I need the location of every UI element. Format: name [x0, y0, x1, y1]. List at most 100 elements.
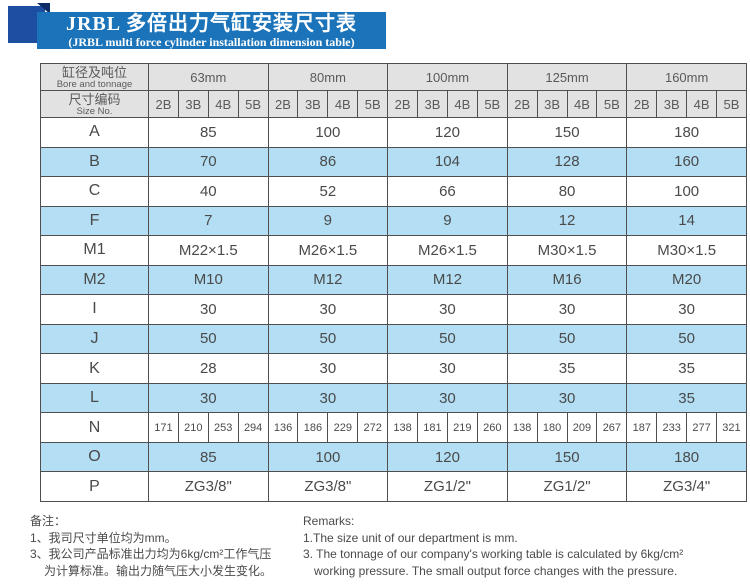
- table-cell: 30: [387, 353, 508, 384]
- table-cell: 30: [506, 382, 628, 414]
- table-cell: M12: [267, 264, 389, 296]
- table-row-I: I 30 30 30 30 30: [40, 294, 747, 325]
- table-row-M2: M2 M10 M12 M12 M16 M20: [40, 264, 747, 296]
- table-cell: 9: [267, 205, 389, 237]
- code-header: 4B: [566, 90, 598, 118]
- page-subtitle: (JRBL multi force cylinder installation …: [68, 35, 355, 49]
- corner-size-no-en: Size No.: [76, 105, 113, 117]
- row-label-B: B: [40, 146, 149, 178]
- remarks-zh-line3: 为计算标准。输出力随气压大小发生变化。: [44, 563, 273, 578]
- size-header: 80mm: [267, 63, 389, 91]
- table-row-B: B 70 86 104 128 160: [40, 146, 747, 178]
- header-row-codes: 尺寸编码 Size No. 2B 3B 4B 5B 2B 3B 4B 5B 2B 3B 4B 5B 2B 3B…: [40, 90, 747, 118]
- table-cell: 100: [267, 441, 389, 473]
- size-header: 63mm: [148, 63, 269, 91]
- table-cell: 120: [387, 441, 508, 473]
- table-cell: 80: [506, 176, 628, 207]
- table-cell: ZG1/2": [387, 471, 508, 502]
- table-cell: M12: [387, 264, 508, 296]
- code-header: 4B: [686, 90, 718, 118]
- remarks-en-line1: 1.The size unit of our department is mm.: [303, 530, 518, 545]
- table-row-M1: M1 M22×1.5 M26×1.5 M26×1.5 M30×1.5 M30×1.5: [40, 235, 747, 266]
- table-cell: 40: [148, 176, 269, 207]
- code-header: 5B: [476, 90, 508, 118]
- table-cell: ZG3/8": [148, 471, 269, 502]
- table-cell: 210: [177, 412, 209, 443]
- row-label-K: K: [40, 353, 149, 384]
- table-cell: 30: [148, 382, 269, 414]
- table-cell: 35: [626, 382, 747, 414]
- table-cell: 186: [297, 412, 329, 443]
- table-cell: 30: [267, 353, 389, 384]
- size-header: 125mm: [506, 63, 628, 91]
- table-cell: 138: [506, 412, 538, 443]
- remarks-en: Remarks: 1.The size unit of our departme…: [303, 513, 683, 579]
- code-header: 4B: [327, 90, 359, 118]
- table-cell: 52: [267, 176, 389, 207]
- table-cell: 66: [387, 176, 508, 207]
- table-cell: M26×1.5: [267, 235, 389, 266]
- code-header: 3B: [536, 90, 568, 118]
- table-cell: 136: [267, 412, 299, 443]
- table-cell: 30: [387, 382, 508, 414]
- table-cell: 30: [148, 294, 269, 325]
- table-row-N: N 171 210 253 294 136 186 229 272 138 181 219 260 138…: [40, 412, 747, 443]
- dimension-table: 缸径及吨位 Bore and tonnage 63mm 80mm 100mm 125mm 1…: [40, 63, 747, 502]
- code-header: 2B: [387, 90, 419, 118]
- row-label-P: P: [40, 471, 149, 502]
- code-header: 2B: [267, 90, 299, 118]
- code-header: 4B: [446, 90, 478, 118]
- page-title: JRBL 多倍出力气缸安装尺寸表: [65, 13, 358, 35]
- remarks-en-line3: working pressure. The small output force…: [314, 563, 678, 578]
- code-header: 3B: [417, 90, 448, 118]
- table-cell: 85: [148, 117, 269, 148]
- table-cell: 160: [626, 146, 747, 178]
- table-cell: 180: [536, 412, 568, 443]
- remarks-en-heading: Remarks:: [303, 514, 355, 528]
- table-cell: 128: [506, 146, 628, 178]
- table-cell: 86: [267, 146, 389, 178]
- table-cell: ZG3/8": [267, 471, 389, 502]
- remarks-en-line2: 3. The tonnage of our company's working …: [303, 547, 684, 561]
- table-cell: 7: [148, 205, 269, 237]
- table-cell: 12: [506, 205, 628, 237]
- corner-bore-tonnage: 缸径及吨位 Bore and tonnage: [40, 63, 149, 91]
- table-cell: 50: [267, 323, 389, 355]
- code-header: 2B: [148, 90, 179, 118]
- table-cell: 294: [237, 412, 269, 443]
- table-cell: 150: [506, 117, 628, 148]
- table-cell: 30: [387, 294, 508, 325]
- corner-bore-tonnage-zh: 缸径及吨位: [61, 64, 127, 80]
- row-label-I: I: [40, 294, 149, 325]
- table-cell: 180: [626, 441, 747, 473]
- title-banner: JRBL 多倍出力气缸安装尺寸表 (JRBL multi force cylin…: [37, 12, 386, 49]
- corner-size-no: 尺寸编码 Size No.: [40, 90, 149, 118]
- table-cell: 30: [506, 294, 628, 325]
- table-cell: 14: [626, 205, 747, 237]
- table-cell: 180: [626, 117, 747, 148]
- remarks-zh-line2: 3、我公司产品标准出力均为6kg/cm²工作气压: [30, 547, 272, 561]
- table-row-K: K 28 30 30 35 35: [40, 353, 747, 384]
- table-cell: 120: [387, 117, 508, 148]
- table-cell: M20: [626, 264, 747, 296]
- table-cell: 30: [626, 294, 747, 325]
- table-row-C: C 40 52 66 80 100: [40, 176, 747, 207]
- code-header: 5B: [596, 90, 628, 118]
- code-header: 5B: [357, 90, 389, 118]
- table-cell: 233: [656, 412, 688, 443]
- table-cell: M22×1.5: [148, 235, 269, 266]
- row-label-O: O: [40, 441, 149, 473]
- table-cell: M30×1.5: [506, 235, 628, 266]
- row-label-A: A: [40, 117, 149, 148]
- table-row-A: A 85 100 120 150 180: [40, 117, 747, 148]
- size-header: 160mm: [626, 63, 747, 91]
- row-label-N: N: [40, 412, 149, 443]
- code-header: 3B: [297, 90, 329, 118]
- table-cell: 171: [148, 412, 179, 443]
- table-cell: ZG1/2": [506, 471, 628, 502]
- row-label-M1: M1: [40, 235, 149, 266]
- corner-size-no-zh: 尺寸编码: [68, 91, 121, 107]
- table-cell: ZG3/4": [626, 471, 747, 502]
- table-row-F: F 7 9 9 12 14: [40, 205, 747, 237]
